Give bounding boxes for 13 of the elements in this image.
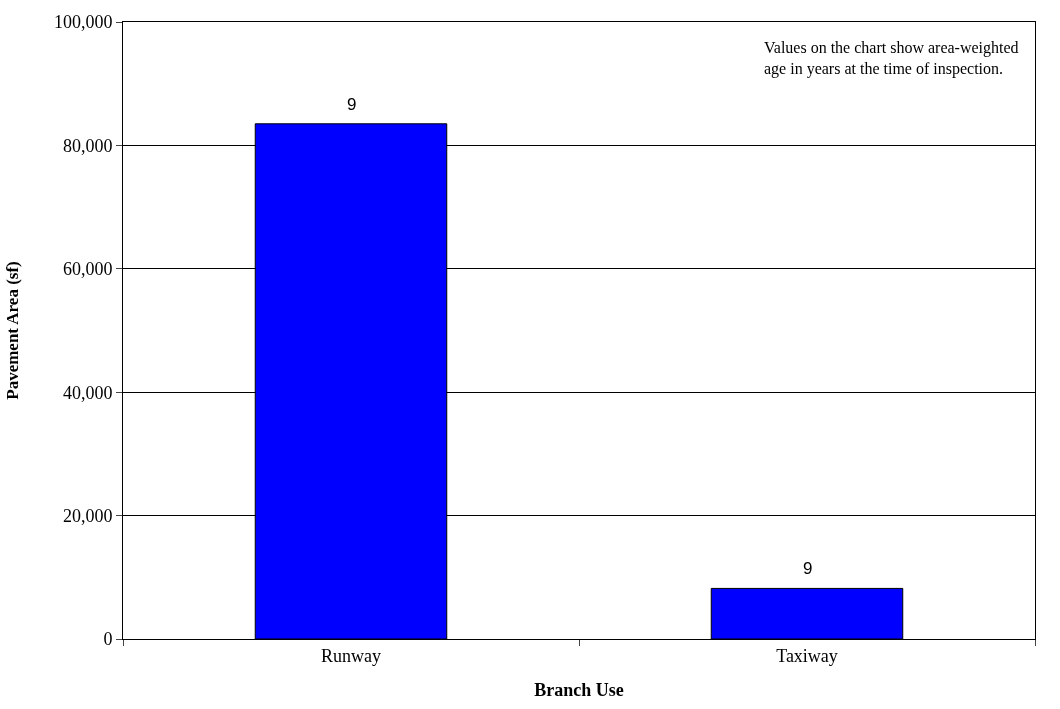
- x-tick-label: Taxiway: [776, 645, 838, 666]
- annotation: 9: [347, 95, 357, 114]
- x-axis-title: Branch Use: [534, 679, 624, 700]
- y-tick-label: 40,000: [62, 382, 113, 403]
- x-tick-label: Runway: [321, 645, 381, 666]
- y-tick-label: 0: [103, 629, 113, 650]
- y-tick-label: 100,000: [53, 12, 113, 33]
- y-tick-label: 80,000: [62, 135, 113, 156]
- annotation: Values on the chart show area-weighted age in years at the time of inspection.: [764, 39, 1019, 78]
- annotation: 9: [803, 559, 813, 578]
- y-tick-label: 60,000: [62, 259, 113, 280]
- y-tick-label: 20,000: [62, 505, 113, 526]
- y-axis-title: Pavement Area (sf): [3, 261, 23, 400]
